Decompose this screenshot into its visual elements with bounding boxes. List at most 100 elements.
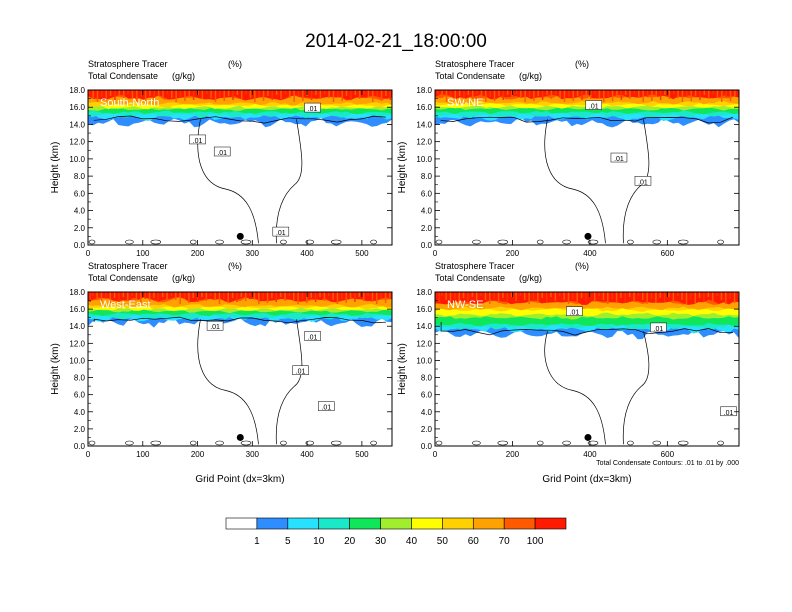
colorbar-label: 10 bbox=[313, 536, 325, 547]
contour-label-box bbox=[272, 226, 290, 237]
tracer-streak bbox=[306, 292, 308, 303]
low-cloud-contour bbox=[587, 239, 599, 245]
tracer-streak bbox=[567, 292, 570, 304]
tracer-streak bbox=[140, 90, 142, 97]
tracer-streak bbox=[454, 292, 456, 299]
tracer-streak bbox=[471, 90, 474, 99]
tracer-streak bbox=[245, 90, 247, 94]
tracer-streak bbox=[620, 90, 623, 100]
tracer-streak bbox=[227, 292, 229, 303]
tracer-streak bbox=[489, 90, 491, 97]
colorbar-swatch bbox=[442, 517, 474, 530]
condensate-contour bbox=[440, 321, 733, 336]
tracer-streak bbox=[650, 292, 653, 299]
low-cloud-contour bbox=[536, 440, 544, 446]
y-tick-label: 10.0 bbox=[69, 356, 85, 365]
tracer-streak bbox=[677, 90, 679, 98]
x-tick-label: 200 bbox=[506, 249, 520, 258]
tracer-streak bbox=[219, 90, 221, 97]
contour-label-box bbox=[189, 134, 206, 145]
tracer-streak bbox=[258, 292, 260, 304]
low-cloud-contour bbox=[88, 239, 96, 245]
x-tick-label: 400 bbox=[300, 249, 314, 258]
tracer-streak bbox=[642, 292, 644, 300]
colorbar-swatch bbox=[380, 517, 412, 530]
tracer-streak bbox=[593, 292, 596, 301]
tracer-streak bbox=[266, 292, 269, 303]
y-tick-label: 18.0 bbox=[69, 86, 85, 95]
tracer-streak bbox=[148, 292, 151, 303]
low-cloud-contour bbox=[435, 440, 443, 446]
tracer-streak bbox=[532, 292, 535, 299]
tracer-streak bbox=[711, 292, 714, 301]
tracer-streak bbox=[628, 292, 631, 297]
tracer-streak bbox=[497, 292, 500, 303]
y-tick-label: 8.0 bbox=[74, 374, 86, 383]
y-tick-label: 16.0 bbox=[416, 305, 432, 314]
panel-nw-se: Stratosphere Tracer (%) Total Condensate (g… bbox=[397, 261, 740, 485]
tracer-streak bbox=[659, 90, 662, 100]
tracer-streak bbox=[358, 90, 361, 99]
tracer-streak bbox=[528, 90, 531, 97]
contour-label-box bbox=[566, 306, 583, 316]
tracer-streak bbox=[524, 292, 526, 300]
y-tick-label: 4.0 bbox=[421, 207, 433, 216]
panel-south-north: Stratosphere Tracer (%) Total Condensate (g… bbox=[50, 59, 393, 258]
tracer-streak bbox=[598, 90, 601, 98]
y-tick-label: 8.0 bbox=[421, 374, 433, 383]
low-cloud-contour bbox=[562, 239, 571, 245]
tracer-streak bbox=[585, 90, 588, 95]
tracer-streak bbox=[232, 90, 234, 100]
tracer-streak bbox=[354, 292, 356, 302]
low-cloud-contour bbox=[677, 239, 689, 245]
tracer-streak bbox=[109, 292, 111, 303]
tracer-streak bbox=[105, 292, 107, 299]
tracer-streak bbox=[371, 292, 374, 300]
low-cloud-contour bbox=[305, 239, 315, 245]
low-cloud-contour bbox=[330, 440, 342, 446]
tracer-streak bbox=[712, 90, 714, 94]
low-cloud-contour bbox=[215, 440, 224, 446]
low-cloud-contour bbox=[587, 440, 599, 446]
y-tick-label: 2.0 bbox=[421, 224, 433, 233]
tracer-streak bbox=[445, 292, 447, 300]
contour-label-box bbox=[585, 100, 603, 110]
tracer-streak bbox=[231, 292, 234, 298]
y-tick-label: 18.0 bbox=[416, 86, 432, 95]
y-tick-label: 14.0 bbox=[69, 322, 85, 331]
tracer-streak bbox=[280, 90, 282, 99]
colorbar-label: 70 bbox=[499, 536, 511, 547]
tracer-streak bbox=[458, 292, 460, 303]
x-tick-label: 0 bbox=[433, 450, 438, 459]
tracer-streak bbox=[607, 292, 609, 304]
tracer-streak bbox=[686, 90, 688, 97]
low-cloud-contour bbox=[370, 239, 377, 245]
tracer-streak bbox=[100, 292, 103, 304]
tracer-streak bbox=[262, 90, 265, 101]
tracer-streak bbox=[122, 292, 125, 297]
tracer-streak bbox=[183, 292, 186, 299]
tracer-streak bbox=[589, 292, 592, 297]
tracer-title: Stratosphere Tracer bbox=[435, 59, 515, 69]
colorbar-swatch bbox=[472, 517, 505, 530]
tracer-streak bbox=[92, 292, 94, 296]
low-cloud-contour bbox=[150, 239, 162, 245]
tracer-streak bbox=[563, 90, 566, 102]
tracer-streak bbox=[437, 90, 439, 94]
location-marker bbox=[236, 232, 244, 240]
tracer-streak bbox=[127, 90, 129, 94]
tracer-units: (%) bbox=[228, 59, 242, 69]
condensate-contour bbox=[544, 119, 650, 244]
low-cloud-contour bbox=[305, 440, 315, 446]
cross-section-label: SW-NE bbox=[447, 97, 483, 109]
y-tick-label: 6.0 bbox=[74, 391, 86, 400]
tracer-streak bbox=[454, 90, 456, 101]
tracer-streak bbox=[467, 90, 470, 95]
tracer-streak bbox=[223, 292, 225, 299]
tracer-streak bbox=[541, 90, 544, 100]
contour-label: .01 bbox=[217, 150, 227, 157]
tracer-streak bbox=[703, 90, 706, 95]
colorbar-swatch bbox=[318, 517, 350, 530]
tracer-streak bbox=[720, 292, 723, 300]
tracer-streak bbox=[284, 90, 287, 94]
